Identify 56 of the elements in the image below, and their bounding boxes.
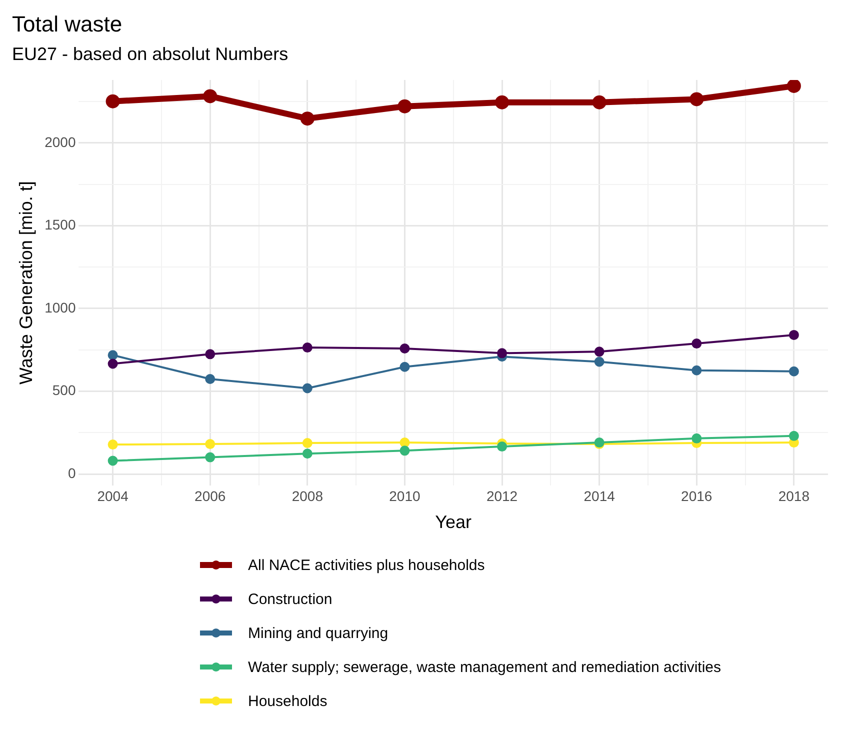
point [398, 99, 412, 114]
point [205, 349, 216, 360]
point [302, 383, 312, 394]
point [302, 438, 312, 448]
point [400, 362, 410, 372]
x-tick-label: 2006 [194, 488, 226, 504]
point [205, 452, 216, 462]
point [205, 439, 216, 450]
y-axis-title: Waste Generation [mio. t] [16, 181, 36, 385]
x-axis-title: Year [435, 512, 472, 532]
point [692, 433, 702, 444]
x-tick-label: 2010 [389, 488, 420, 504]
point [692, 338, 702, 349]
y-tick-label: 1500 [44, 216, 76, 233]
point [108, 440, 118, 450]
legend-label: Water supply; sewerage, waste management and remediation activities [248, 658, 722, 676]
point [400, 446, 410, 456]
x-tick-label: 2012 [486, 488, 518, 504]
point [108, 350, 118, 360]
point [300, 112, 314, 126]
point [495, 95, 510, 110]
point [400, 344, 410, 354]
x-tick-label: 2008 [292, 488, 324, 504]
point [692, 365, 702, 376]
legend-label: Mining and quarrying [248, 624, 388, 642]
point [788, 330, 799, 340]
legend-label: All NACE activities plus households [248, 556, 485, 574]
point [786, 80, 801, 93]
x-tick-label: 2004 [97, 488, 129, 504]
x-tick-label: 2014 [584, 488, 616, 504]
point [203, 89, 218, 104]
point [592, 95, 606, 110]
point [788, 430, 799, 441]
point [302, 342, 312, 353]
y-tick-label: 0 [68, 464, 76, 481]
legend-label: Construction [248, 590, 332, 608]
point [205, 374, 216, 384]
point [108, 358, 118, 369]
chart-subtitle: EU27 - based on absolut Numbers [12, 44, 288, 64]
point [497, 348, 508, 358]
x-tick-label: 2016 [681, 488, 712, 504]
point [690, 92, 704, 106]
point [302, 448, 312, 459]
legend-label: Households [248, 692, 328, 710]
point [594, 346, 604, 357]
point [400, 438, 410, 448]
point [594, 356, 604, 367]
y-tick-label: 2000 [44, 134, 76, 150]
point [788, 366, 799, 376]
y-tick-label: 1000 [44, 299, 76, 316]
chart-title: Total waste [12, 11, 122, 36]
point [108, 456, 118, 466]
y-tick-label: 500 [52, 382, 76, 398]
x-tick-label: 2018 [778, 488, 810, 504]
point [497, 442, 508, 452]
point [106, 94, 120, 108]
